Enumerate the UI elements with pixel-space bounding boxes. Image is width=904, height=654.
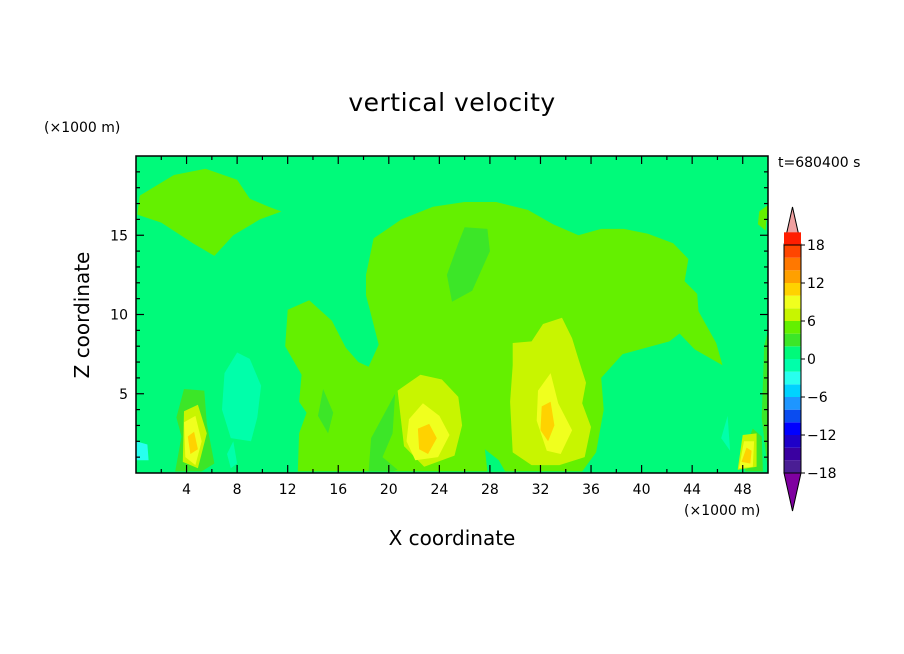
- y-tick-label: 10: [110, 308, 128, 324]
- colorbar-swatch: [784, 460, 801, 473]
- contour-region-5: [318, 389, 334, 434]
- contour-region-16: [136, 441, 149, 461]
- x-tick-label: 24: [430, 482, 448, 498]
- contour-region-0: [137, 168, 282, 256]
- colorbar-swatch: [784, 359, 801, 372]
- x-tick-label: 8: [233, 482, 242, 498]
- contour-regions: [136, 168, 768, 472]
- colorbar-swatch: [784, 409, 801, 423]
- contour-region-14: [227, 441, 238, 469]
- contour-region-26: [540, 401, 555, 442]
- x-tick-label: 28: [481, 482, 499, 498]
- x-axis-unit: (×1000 m): [684, 503, 761, 519]
- y-axis-unit: (×1000 m): [44, 120, 121, 136]
- contour-region-15: [721, 415, 731, 451]
- colorbar-swatch: [784, 257, 801, 271]
- colorbar-label: −6: [807, 390, 828, 406]
- x-tick-label: 44: [683, 482, 701, 498]
- x-tick-label: 12: [279, 482, 297, 498]
- x-tick-label: 40: [633, 482, 651, 498]
- time-label: t=680400 s: [778, 155, 861, 171]
- colorbar-swatch: [784, 435, 801, 448]
- contour-region-1: [757, 205, 768, 231]
- x-tick-label: 48: [734, 482, 752, 498]
- colorbar-swatch: [784, 232, 801, 245]
- contour-region-9: [136, 338, 162, 472]
- chart-title: vertical velocity: [348, 88, 556, 117]
- x-tick-label: 36: [582, 482, 600, 498]
- colorbar-swatch: [784, 295, 801, 309]
- colorbar-label: −12: [807, 428, 837, 444]
- contour-region-27: [187, 431, 198, 454]
- colorbar-swatch: [784, 308, 801, 321]
- colorbar-swatch: [784, 397, 801, 410]
- colorbar-swatch: [784, 283, 801, 296]
- contour-region-13: [222, 352, 262, 442]
- colorbar-swatch: [784, 270, 801, 283]
- colorbar-swatch: [784, 422, 801, 435]
- colorbar-swatch: [784, 346, 801, 359]
- contour-region-4: [368, 393, 398, 472]
- contour-region-28: [741, 447, 752, 464]
- x-axis-label: X coordinate: [388, 526, 516, 550]
- colorbar-swatch: [784, 371, 801, 385]
- x-tick-label: 20: [380, 482, 398, 498]
- y-tick-label: 15: [110, 228, 128, 244]
- colorbar: 18 12 6 0 −6 −12 −18: [783, 206, 837, 512]
- contour-region-11: [687, 396, 723, 472]
- y-tick-label: 5: [119, 387, 128, 403]
- colorbar-label: 0: [807, 352, 816, 368]
- colorbar-label: 12: [807, 276, 825, 292]
- colorbar-label: −18: [807, 466, 837, 482]
- x-tick-label: 4: [182, 482, 191, 498]
- colorbar-extend-low: [783, 472, 802, 512]
- x-tick-label: 16: [329, 482, 347, 498]
- contour-region-25: [417, 423, 437, 454]
- colorbar-swatch: [784, 447, 801, 461]
- colorbar-swatch: [784, 321, 801, 334]
- colorbar-swatch: [784, 384, 801, 397]
- colorbar-label: 6: [807, 314, 816, 330]
- colorbar-label: 18: [807, 238, 825, 254]
- colorbar-swatch: [784, 333, 801, 347]
- contour-region-2: [285, 202, 723, 472]
- contour-region-8: [761, 330, 768, 472]
- colorbar-swatch: [784, 245, 801, 258]
- contour-region-3: [446, 227, 490, 302]
- contour-region-29: [314, 339, 320, 355]
- x-tick-label: 32: [532, 482, 550, 498]
